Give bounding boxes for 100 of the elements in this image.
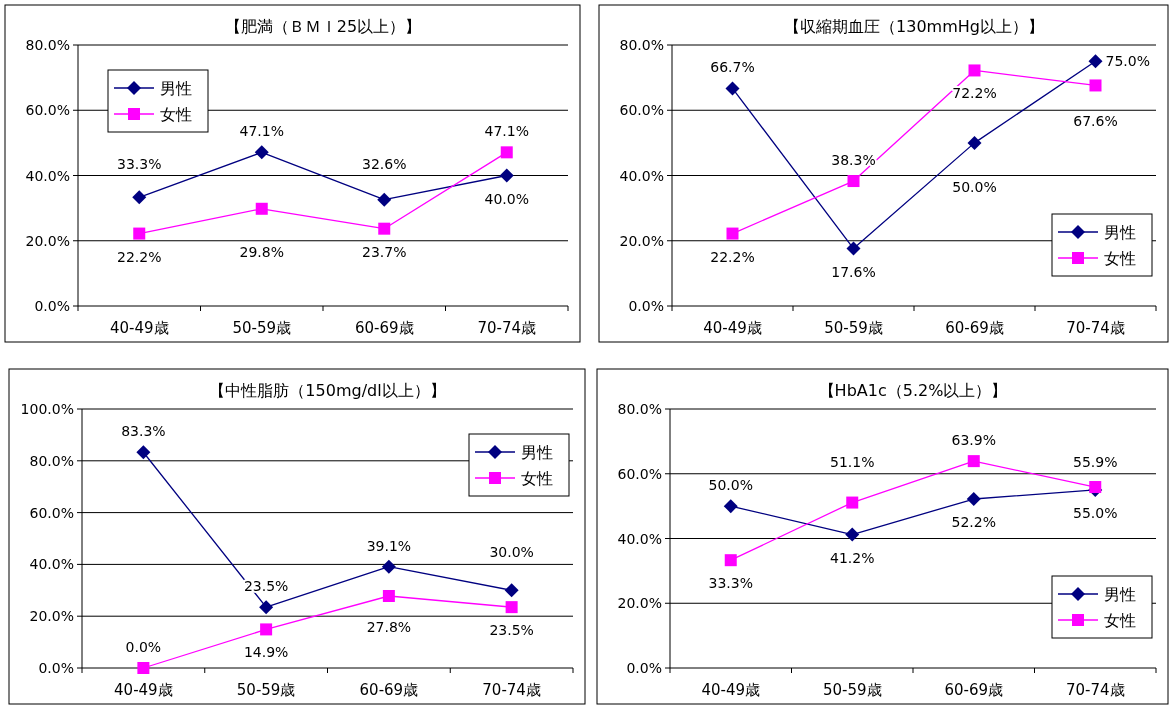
data-label: 32.6% <box>362 155 407 172</box>
x-tick-label: 70-74歳 <box>477 319 537 337</box>
point <box>726 227 739 240</box>
point <box>967 455 980 468</box>
y-tick-label: 100.0% <box>20 401 74 417</box>
data-label: 83.3% <box>121 423 166 440</box>
y-tick-label: 0.0% <box>626 660 662 676</box>
data-label: 0.0% <box>125 639 162 655</box>
data-label: 75.0% <box>1105 53 1150 70</box>
chart-title: 【中性脂肪（150mg/dl以上）】 <box>209 381 446 400</box>
data-label: 72.2% <box>952 85 997 102</box>
legend-label: 男性 <box>1104 223 1136 242</box>
point <box>382 590 395 602</box>
y-tick-label: 40.0% <box>617 530 662 547</box>
point <box>133 227 146 240</box>
y-tick-label: 0.0% <box>628 298 664 314</box>
point <box>966 492 981 506</box>
x-tick-label: 50-59歳 <box>232 319 292 337</box>
point <box>260 623 273 636</box>
x-tick-label: 60-69歳 <box>944 681 1004 699</box>
x-tick-label: 70-74歳 <box>1065 681 1125 699</box>
chart-title: 【収縮期血圧（130mmHg以上）】 <box>784 17 1044 36</box>
point <box>136 445 151 460</box>
point <box>499 168 514 183</box>
legend-label: 男性 <box>160 79 192 98</box>
point <box>724 554 737 567</box>
legend-label: 女性 <box>1104 249 1136 268</box>
point <box>381 559 396 574</box>
data-label: 39.1% <box>366 537 412 554</box>
point <box>1088 54 1103 69</box>
y-tick-label: 80.0% <box>619 37 664 53</box>
point <box>504 583 519 598</box>
y-tick-label: 40.0% <box>25 167 70 184</box>
y-tick-label: 60.0% <box>29 504 74 521</box>
data-label: 23.5% <box>489 622 534 639</box>
y-tick-label: 20.0% <box>25 232 70 249</box>
x-tick-label: 40-49歳 <box>109 319 169 337</box>
data-label: 23.7% <box>362 243 407 260</box>
data-label: 50.0% <box>708 477 753 494</box>
point <box>137 662 150 674</box>
point <box>967 135 982 150</box>
data-label: 47.1% <box>484 123 529 140</box>
point <box>505 601 518 614</box>
point <box>377 192 392 207</box>
y-tick-label: 60.0% <box>25 102 70 119</box>
chart-title: 【肥満（ＢＭＩ25以上）】 <box>224 17 422 36</box>
legend-label: 男性 <box>1104 585 1136 604</box>
x-tick-label: 40-49歳 <box>114 681 173 699</box>
data-label: 33.3% <box>708 575 753 592</box>
x-tick-label: 50-59歳 <box>236 681 296 699</box>
data-label: 41.2% <box>830 549 875 566</box>
y-tick-label: 60.0% <box>617 465 662 482</box>
data-label: 55.0% <box>1073 504 1118 521</box>
data-label: 66.7% <box>710 59 755 76</box>
data-label: 14.9% <box>243 644 289 661</box>
point <box>378 222 391 235</box>
data-label: 50.0% <box>952 178 997 195</box>
x-tick-label: 60-69歳 <box>945 319 1004 337</box>
point <box>725 81 740 96</box>
point <box>1089 79 1102 92</box>
y-tick-label: 20.0% <box>29 608 74 625</box>
point <box>132 190 147 205</box>
data-label: 55.9% <box>1073 453 1118 470</box>
y-tick-label: 80.0% <box>29 452 74 469</box>
data-label: 22.2% <box>710 248 755 265</box>
chart-title: 【HbA1c（5.2%以上）】 <box>818 381 1008 400</box>
point <box>254 145 269 160</box>
point <box>845 527 860 542</box>
point <box>846 496 859 509</box>
y-tick-label: 60.0% <box>619 102 664 119</box>
x-tick-label: 70-74歳 <box>482 681 541 699</box>
y-tick-label: 80.0% <box>617 401 662 417</box>
data-label: 63.9% <box>951 432 996 449</box>
point <box>968 64 981 77</box>
data-label: 51.1% <box>830 453 875 470</box>
point <box>255 202 268 215</box>
legend-label: 男性 <box>521 443 553 462</box>
legend-label: 女性 <box>521 469 553 488</box>
y-tick-label: 20.0% <box>617 595 662 612</box>
y-tick-label: 80.0% <box>25 37 70 53</box>
legend-label: 女性 <box>160 105 192 124</box>
point <box>723 499 738 514</box>
x-tick-label: 60-69歳 <box>354 319 414 337</box>
legend-label: 女性 <box>1104 611 1136 630</box>
point <box>846 241 861 256</box>
y-tick-label: 20.0% <box>619 232 664 249</box>
x-tick-label: 70-74歳 <box>1066 319 1125 337</box>
data-label: 17.6% <box>831 263 876 280</box>
x-tick-label: 60-69歳 <box>359 681 419 699</box>
x-tick-label: 50-59歳 <box>822 681 882 699</box>
point <box>847 175 860 188</box>
y-tick-label: 40.0% <box>619 167 664 184</box>
data-label: 33.3% <box>117 155 162 172</box>
x-tick-label: 50-59歳 <box>824 319 883 337</box>
data-label: 22.2% <box>117 248 162 265</box>
point <box>259 600 274 615</box>
data-label: 38.3% <box>831 152 876 169</box>
data-label: 29.8% <box>239 243 284 260</box>
data-label: 47.1% <box>239 123 284 140</box>
data-label: 27.8% <box>366 619 412 636</box>
